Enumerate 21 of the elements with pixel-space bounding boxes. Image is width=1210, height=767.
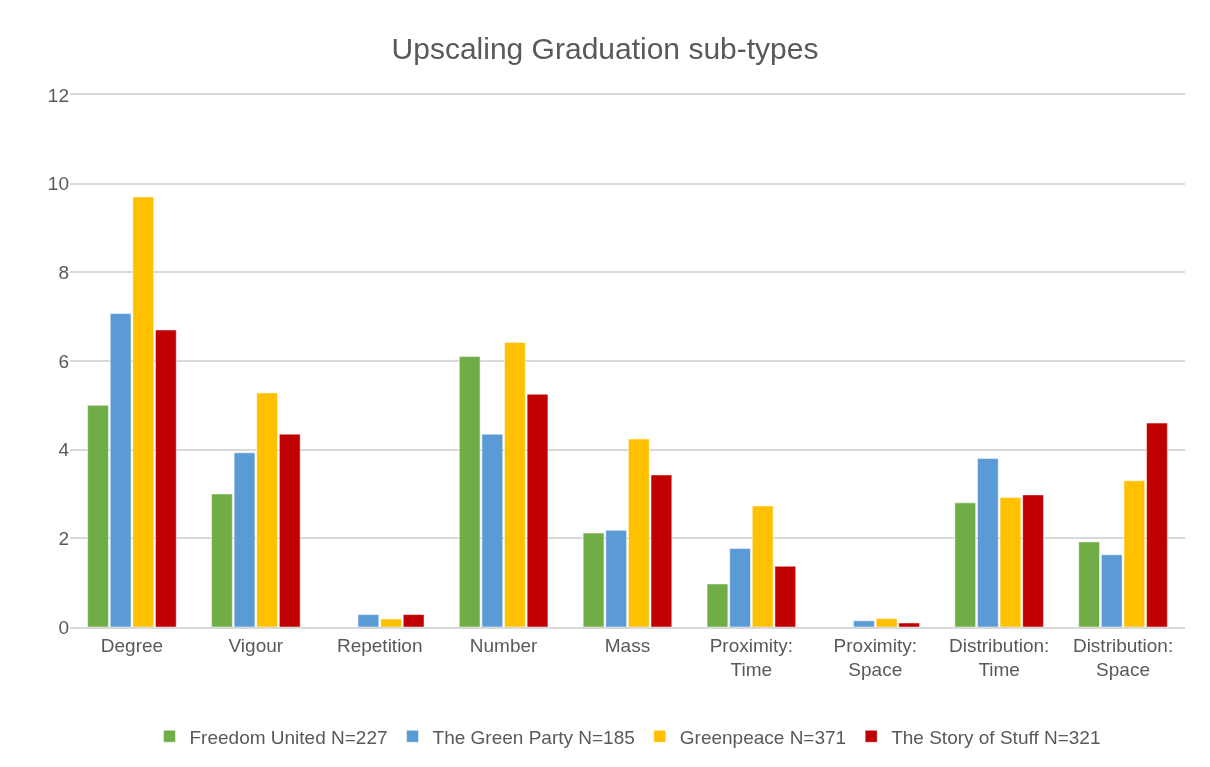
x-tick-label: Number <box>469 634 539 656</box>
y-tick-label: 10 <box>47 173 69 195</box>
legend-label: The Green Party N=185 <box>432 726 635 748</box>
y-tick-label: 4 <box>58 439 70 461</box>
x-tick-label: Degree <box>100 634 164 656</box>
x-tick-label: Vigour <box>228 634 284 656</box>
x-tick-label: Mass <box>604 634 651 656</box>
legend-label: Greenpeace N=371 <box>679 726 847 748</box>
x-tick-label: Proximity: Time <box>709 634 794 681</box>
x-tick-label: Distribution: Space <box>1072 634 1174 681</box>
x-tick-label: Proximity: Space <box>833 634 917 681</box>
legend-label: The Story of Stuff N=321 <box>891 726 1101 748</box>
x-tick-label: Repetition <box>336 634 423 656</box>
y-tick-label: 12 <box>47 84 69 106</box>
y-tick-label: 8 <box>58 261 69 283</box>
y-tick-label: 0 <box>58 616 69 638</box>
x-tick-label: Distribution: Time <box>949 634 1050 681</box>
y-tick-label: 6 <box>58 350 69 372</box>
legend-label: Freedom United N=227 <box>189 726 388 748</box>
y-tick-label: 2 <box>58 527 69 549</box>
chart-title: Upscaling Graduation sub-types <box>391 32 819 66</box>
